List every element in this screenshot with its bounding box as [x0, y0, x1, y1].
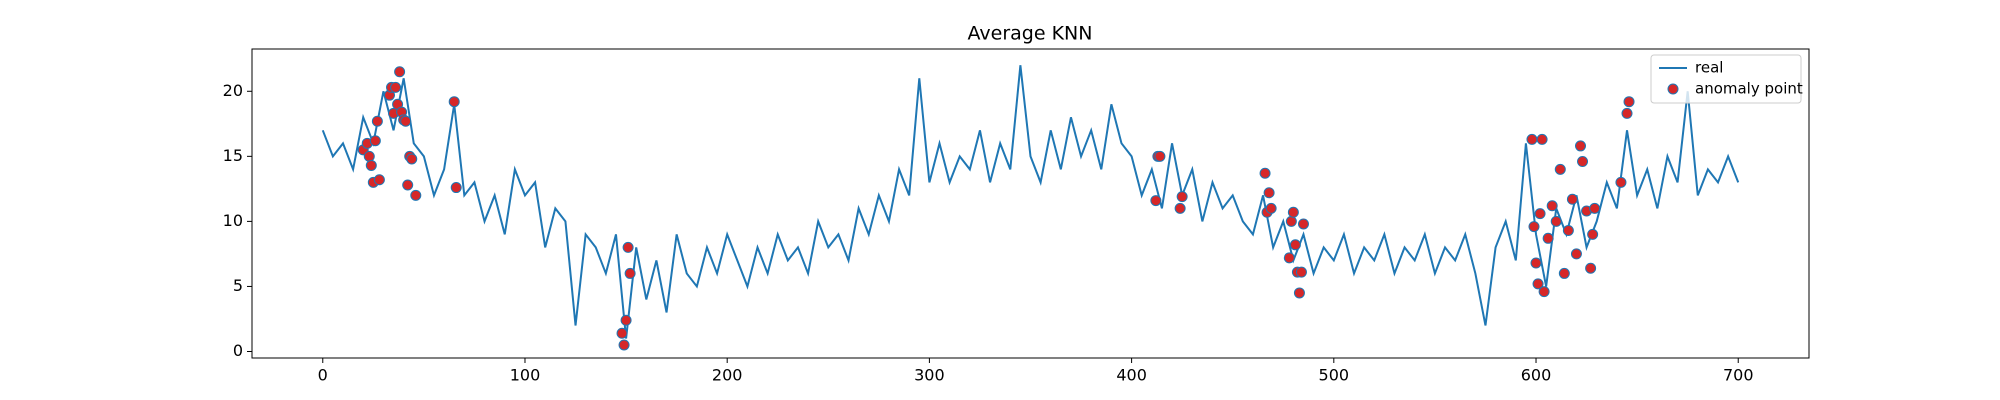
x-tick-label: 400: [1116, 366, 1147, 385]
anomaly-point: [1550, 215, 1562, 227]
anomaly-point: [1283, 252, 1295, 264]
anomaly-point: [1259, 167, 1271, 179]
anomaly-point: [402, 179, 414, 191]
anomaly-point: [1566, 193, 1578, 205]
anomaly-point: [1577, 156, 1589, 168]
anomaly-point: [1526, 133, 1538, 145]
anomaly-point: [410, 189, 422, 201]
line: [321, 65, 1740, 339]
anomaly-point: [1536, 133, 1548, 145]
anomaly-point: [1297, 218, 1309, 230]
anomaly-point: [1154, 150, 1166, 162]
legend-label: anomaly point: [1695, 80, 1803, 98]
anomaly-point: [1150, 195, 1162, 207]
y-tick-label: 15: [223, 146, 243, 165]
anomaly-point: [1530, 257, 1542, 269]
anomaly-point: [1295, 266, 1307, 278]
anomaly-point: [1285, 215, 1297, 227]
anomaly-point: [400, 115, 412, 127]
anomaly-point: [1575, 140, 1587, 152]
anomaly-point: [618, 339, 630, 351]
anomaly-point: [1585, 262, 1597, 274]
x-tick-label: 700: [1723, 366, 1754, 385]
anomaly-point: [1265, 202, 1277, 214]
legend-box: [1650, 54, 1802, 104]
anomaly-point: [365, 159, 377, 171]
anomaly-point: [1621, 107, 1633, 119]
anomaly-point: [1542, 232, 1554, 244]
anomaly-point: [1293, 287, 1305, 299]
anomaly-point: [373, 174, 385, 186]
anomaly-point: [406, 153, 418, 165]
anomaly-point: [1562, 224, 1574, 236]
y-tick-label: 5: [233, 276, 243, 295]
y-tick-label: 0: [233, 341, 243, 360]
anomaly-point: [390, 81, 402, 93]
y-tick-label: 10: [223, 211, 243, 230]
anomaly-point: [1538, 286, 1550, 298]
anomaly-point: [371, 115, 383, 127]
chart-title: Average KNN: [968, 23, 1093, 45]
x-tick-label: 0: [318, 366, 328, 385]
anomaly-point: [363, 150, 375, 162]
legend-marker: [1667, 83, 1679, 95]
anomaly-point: [369, 135, 381, 147]
anomaly-point: [624, 267, 636, 279]
anomaly-point: [1532, 278, 1544, 290]
anomaly-point: [1176, 191, 1188, 203]
anomaly-point: [1554, 163, 1566, 175]
anomaly-point: [622, 241, 634, 253]
anomaly-point: [1546, 200, 1558, 212]
anomaly-point: [620, 314, 632, 326]
anomaly-point: [394, 66, 406, 78]
anomaly-point: [616, 327, 628, 339]
x-tick-label: 500: [1319, 366, 1350, 385]
anomaly-point: [1615, 176, 1627, 188]
plot-frame: [251, 48, 1810, 359]
anomaly-point: [450, 182, 462, 194]
anomaly-point: [1589, 202, 1601, 214]
anomaly-point: [1174, 202, 1186, 214]
anomaly-point: [1570, 248, 1582, 260]
x-tick-label: 200: [712, 366, 743, 385]
anomaly-point: [1528, 221, 1540, 233]
anomaly-point: [1263, 187, 1275, 199]
legend-label: real: [1695, 59, 1723, 77]
x-tick-label: 300: [914, 366, 945, 385]
anomaly-point: [448, 96, 460, 108]
anomaly-point: [1558, 267, 1570, 279]
anomaly-point: [1289, 239, 1301, 251]
x-tick-label: 100: [510, 366, 541, 385]
x-tick-label: 600: [1521, 366, 1552, 385]
anomaly-point: [1587, 228, 1599, 240]
anomaly-point: [1623, 96, 1635, 108]
y-tick-label: 20: [223, 81, 243, 100]
anomaly-point: [1287, 206, 1299, 218]
anomaly-point: [1534, 208, 1546, 220]
